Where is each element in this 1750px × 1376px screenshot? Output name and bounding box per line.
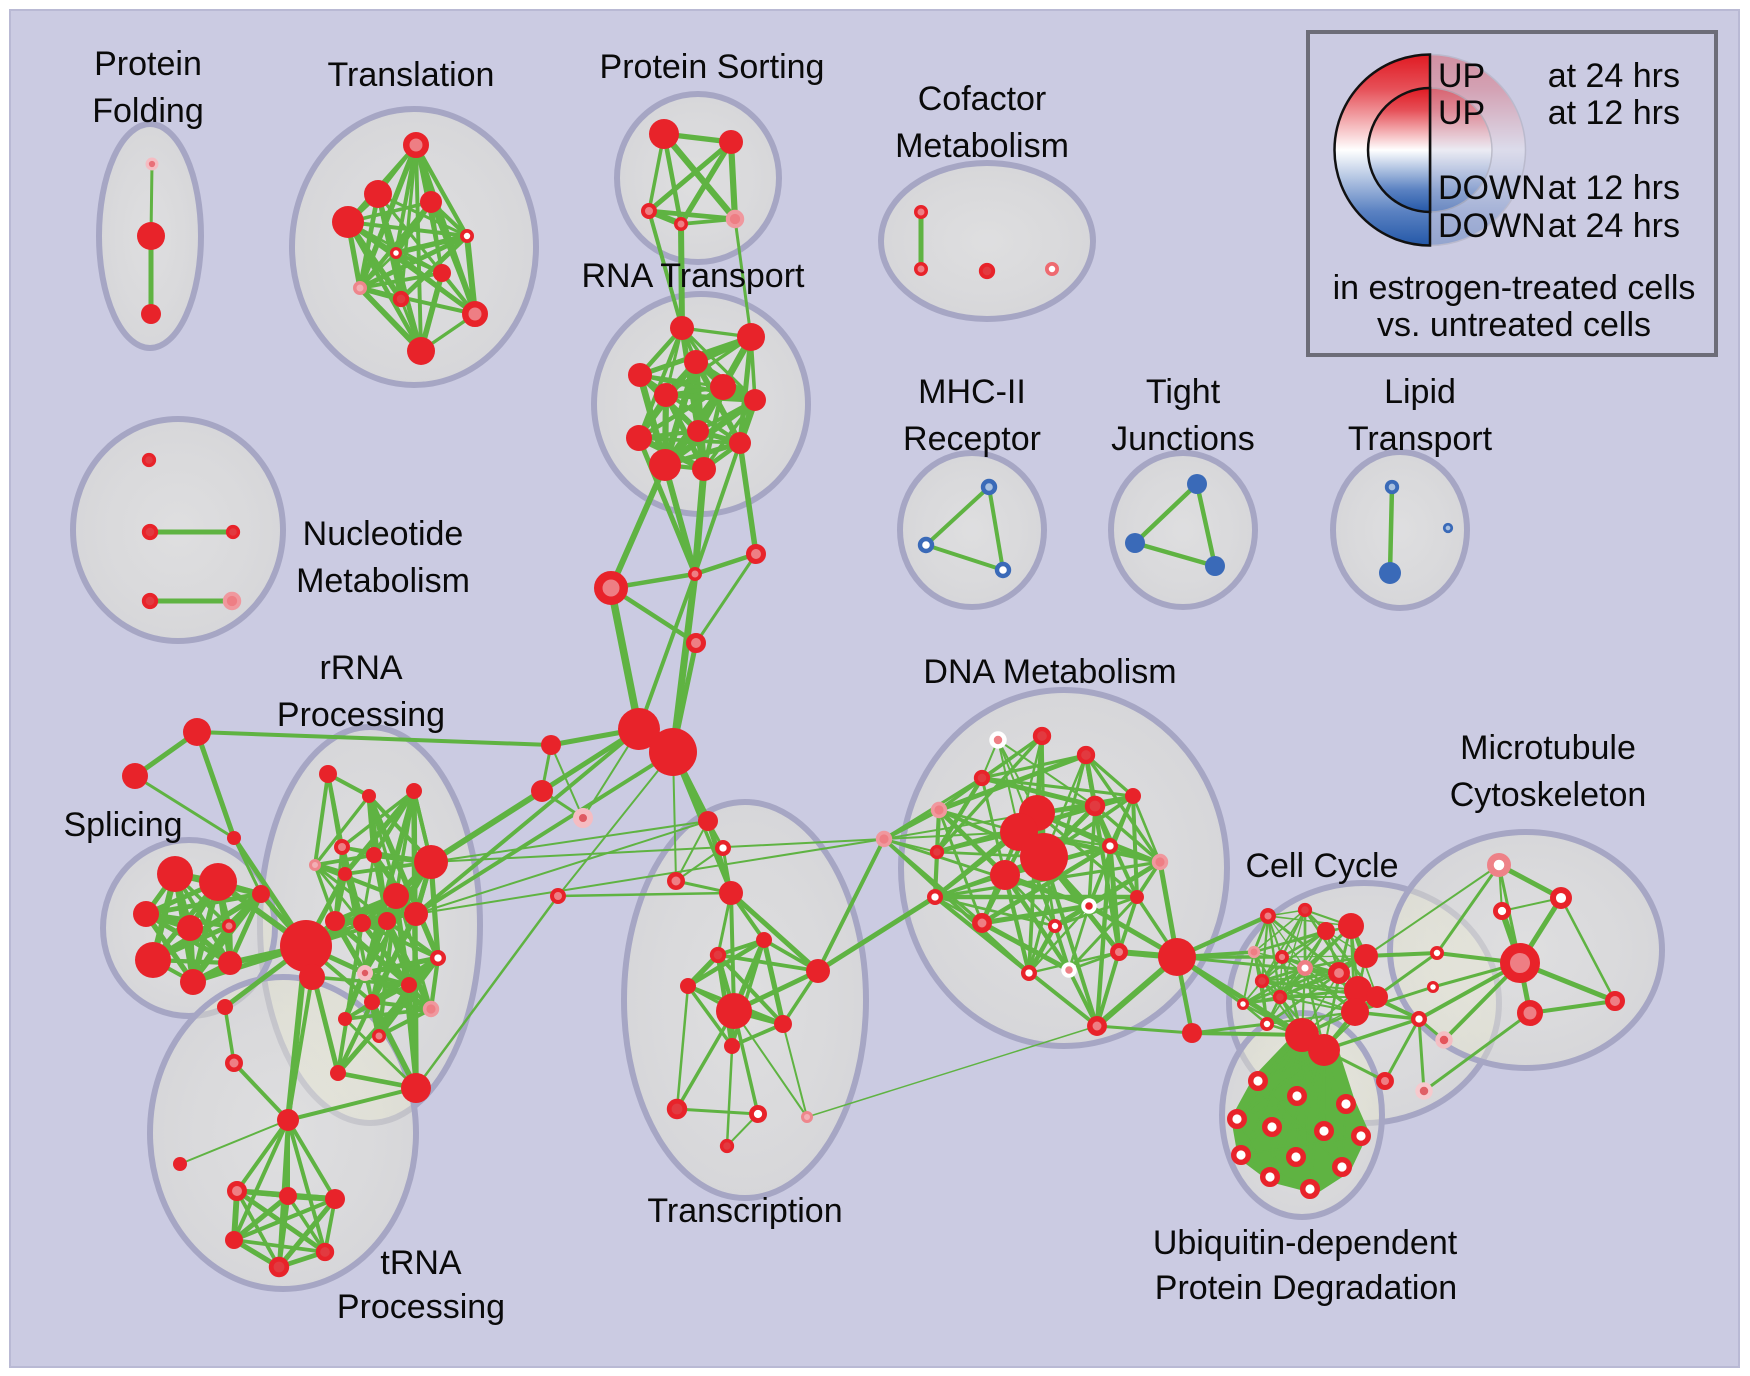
svg-text:Cofactor: Cofactor	[918, 80, 1047, 118]
svg-text:Translation: Translation	[328, 56, 495, 94]
svg-text:Splicing: Splicing	[63, 806, 182, 844]
svg-text:MHC-II: MHC-II	[918, 373, 1026, 411]
svg-text:RNA Transport: RNA Transport	[582, 257, 806, 295]
svg-text:DOWN: DOWN	[1438, 169, 1546, 207]
svg-text:Protein Degradation: Protein Degradation	[1155, 1269, 1457, 1307]
svg-text:Lipid: Lipid	[1384, 373, 1456, 411]
svg-text:Metabolism: Metabolism	[296, 562, 470, 600]
svg-text:at 12 hrs: at 12 hrs	[1548, 169, 1680, 207]
svg-text:Folding: Folding	[92, 92, 204, 130]
svg-text:DNA Metabolism: DNA Metabolism	[923, 653, 1176, 691]
svg-text:at 12 hrs: at 12 hrs	[1548, 94, 1680, 132]
svg-text:at 24 hrs: at 24 hrs	[1548, 207, 1680, 245]
svg-text:Transcription: Transcription	[647, 1192, 842, 1230]
svg-text:Processing: Processing	[337, 1288, 505, 1326]
svg-text:Protein Sorting: Protein Sorting	[600, 48, 825, 86]
svg-text:Receptor: Receptor	[903, 420, 1041, 458]
svg-text:Ubiquitin-dependent: Ubiquitin-dependent	[1153, 1224, 1458, 1262]
svg-text:tRNA: tRNA	[380, 1244, 462, 1282]
svg-text:Metabolism: Metabolism	[895, 127, 1069, 165]
svg-text:vs. untreated cells: vs. untreated cells	[1377, 306, 1651, 344]
svg-text:in estrogen-treated cells: in estrogen-treated cells	[1333, 269, 1696, 307]
svg-text:Transport: Transport	[1348, 420, 1493, 458]
svg-text:Microtubule: Microtubule	[1460, 729, 1636, 767]
svg-text:Cytoskeleton: Cytoskeleton	[1450, 776, 1647, 814]
svg-text:Cell Cycle: Cell Cycle	[1245, 847, 1398, 885]
svg-text:Nucleotide: Nucleotide	[303, 515, 464, 553]
svg-text:rRNA: rRNA	[319, 649, 402, 687]
svg-text:DOWN: DOWN	[1438, 207, 1546, 245]
svg-text:Tight: Tight	[1146, 373, 1221, 411]
svg-text:Protein: Protein	[94, 45, 202, 83]
svg-text:Junctions: Junctions	[1111, 420, 1255, 458]
svg-text:UP: UP	[1438, 94, 1485, 132]
svg-text:Processing: Processing	[277, 696, 445, 734]
svg-text:UP: UP	[1438, 57, 1485, 95]
svg-text:at 24 hrs: at 24 hrs	[1548, 57, 1680, 95]
